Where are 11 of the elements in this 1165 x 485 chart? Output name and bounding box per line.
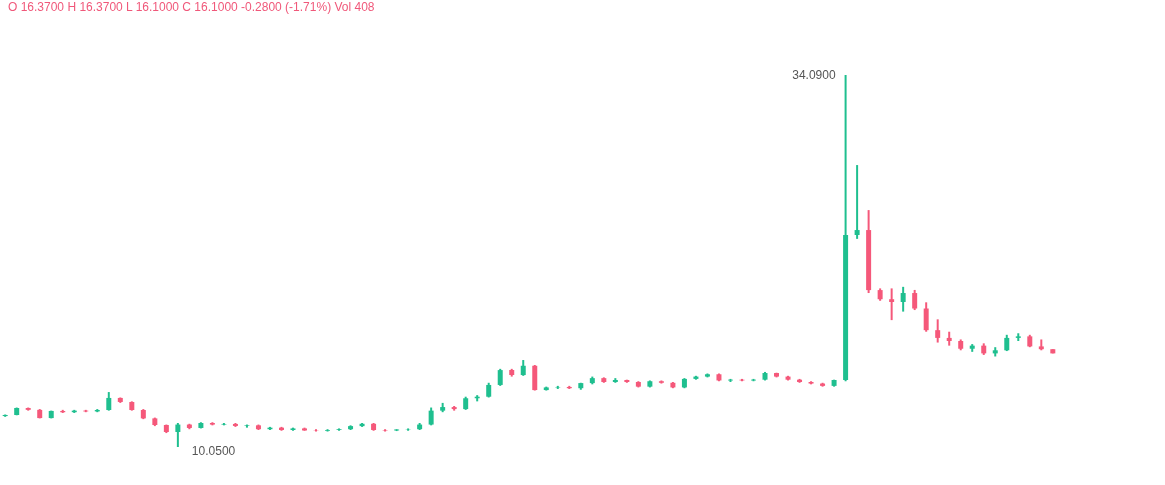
- candlestick: [175, 422, 181, 448]
- candlestick: [912, 288, 918, 312]
- annotation: 34.0900: [792, 68, 836, 82]
- candlestick: [923, 301, 929, 333]
- candlestick: [889, 287, 895, 322]
- annotation: 10.0500: [191, 444, 236, 458]
- text: O 16.3700 H 16.3700 L 16.1000 C 16.1000 -0.2800 (-1.71%) Vol 408: [8, 0, 375, 14]
- candlestick: [935, 318, 941, 344]
- candlestick: [900, 285, 906, 313]
- candlestick: [854, 164, 860, 240]
- candlestick: [106, 391, 112, 412]
